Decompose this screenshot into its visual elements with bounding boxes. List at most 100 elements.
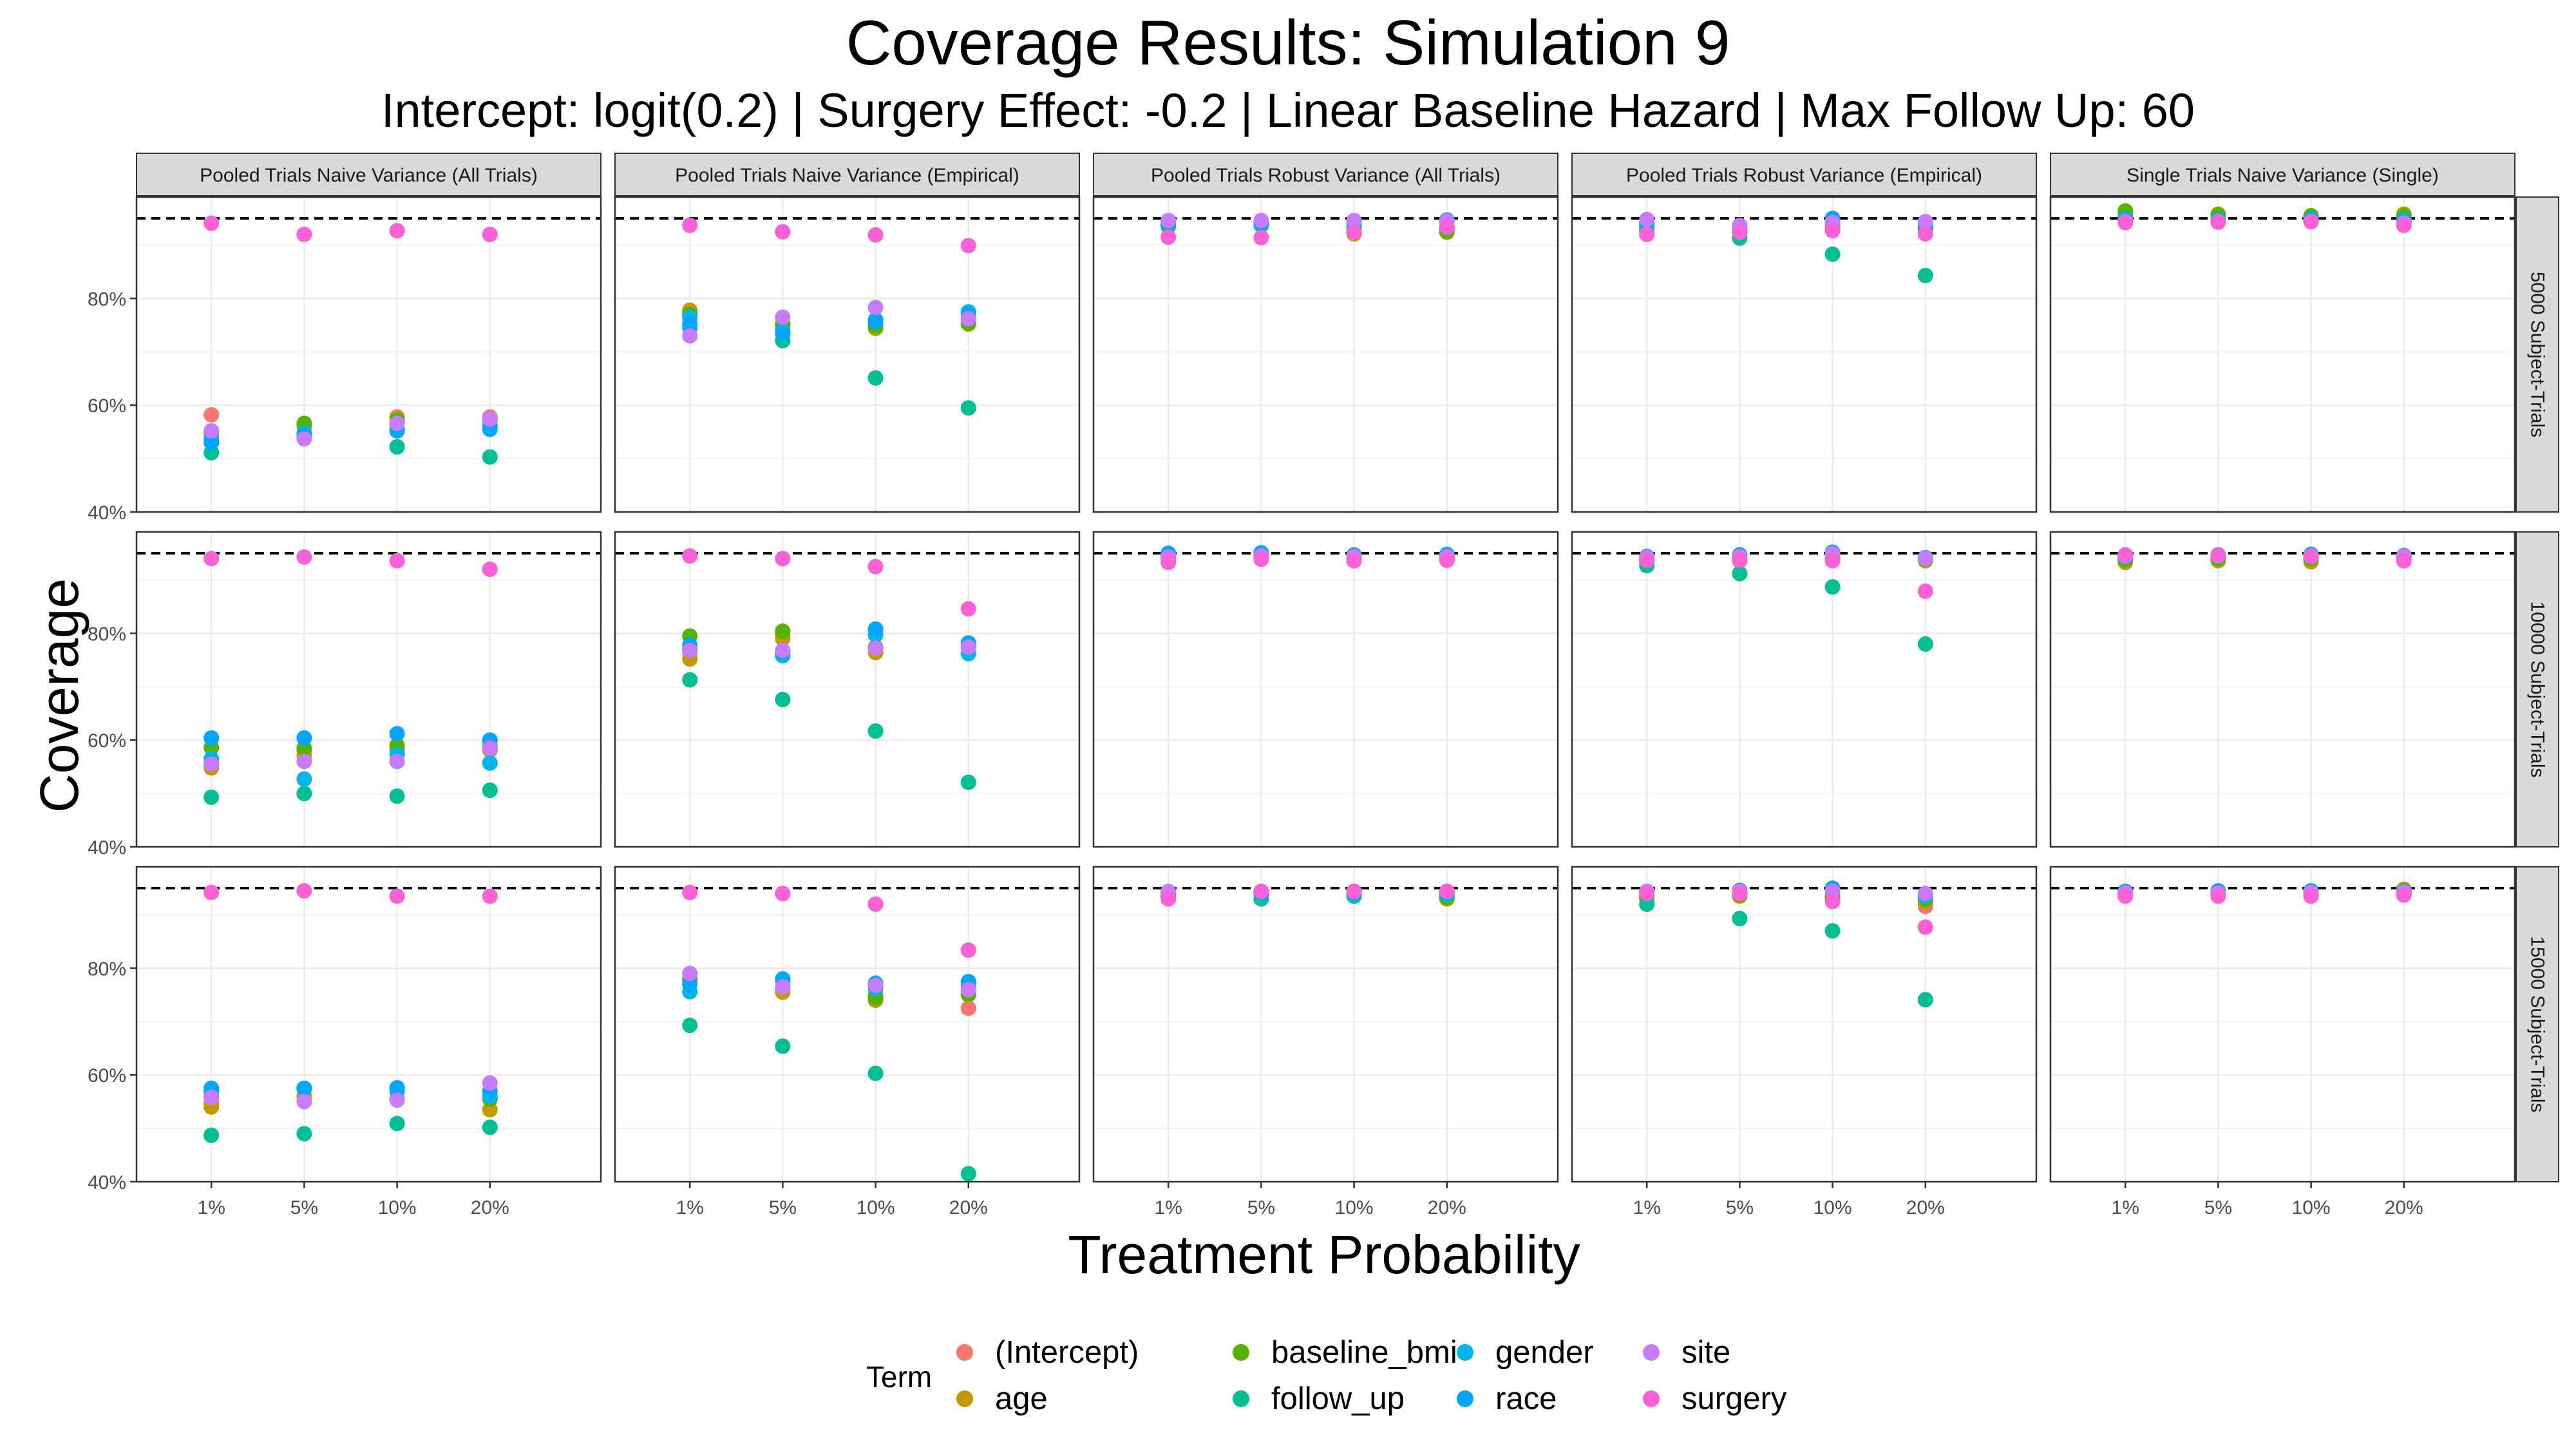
legend-item-site: site: [1643, 1330, 1730, 1375]
x-tick-label: 1%: [676, 1197, 704, 1218]
point-surgery: [1732, 886, 1748, 902]
legend-item-gender: gender: [1457, 1330, 1594, 1375]
point-follow-up: [482, 782, 498, 799]
legend-swatch: [956, 1344, 973, 1361]
strip-label: 10000 Subject-Trials: [2527, 601, 2548, 777]
point-site: [682, 965, 698, 981]
point-race: [867, 621, 884, 637]
y-tick-label: 60%: [88, 1065, 126, 1086]
strip-label: Pooled Trials Robust Variance (Empirical…: [1626, 165, 1982, 186]
panel-border: [1571, 196, 2038, 513]
point-site: [1160, 213, 1177, 229]
panel-border: [1571, 866, 2038, 1183]
strip-background: [136, 153, 601, 196]
point-surgery: [1346, 224, 1362, 240]
x-tick-label: 20%: [949, 1197, 988, 1218]
x-tick-label: 1%: [1155, 1197, 1182, 1218]
legend-label: surgery: [1681, 1381, 1787, 1416]
point-surgery: [1917, 919, 1933, 935]
panel-border: [1092, 531, 1559, 848]
facet-strip-5000-subject-trials: 5000 Subject-Trials: [2515, 196, 2559, 513]
y-tick-label: 80%: [88, 958, 126, 980]
point-surgery: [775, 223, 791, 240]
legend-swatch: [1457, 1344, 1473, 1361]
y-tick-label: 40%: [88, 1172, 126, 1193]
point-follow-up: [867, 370, 884, 386]
facet-strip-pooled-trials-naive-variance-all-trials: Pooled Trials Naive Variance (All Trials…: [136, 153, 601, 196]
point-surgery: [1439, 220, 1455, 236]
point-follow-up: [960, 1166, 976, 1182]
point-race: [204, 730, 220, 746]
facet-strip-pooled-trials-naive-variance-empirical: Pooled Trials Naive Variance (Empirical): [614, 153, 1080, 196]
point-surgery: [204, 215, 220, 231]
point-follow-up: [775, 1038, 791, 1054]
point-surgery: [1253, 551, 1269, 567]
point-follow-up: [482, 1119, 498, 1135]
y-tick-label: 60%: [88, 395, 126, 417]
x-tick-label: 5%: [1247, 1197, 1275, 1218]
strip-label: Single Trials Naive Variance (Single): [2126, 165, 2439, 186]
point-surgery: [389, 888, 405, 904]
point-site: [867, 640, 884, 656]
panel-r1-c5: [2049, 196, 2516, 513]
point-site: [775, 642, 791, 658]
legend-title: Term: [866, 1360, 933, 1394]
point-site: [482, 740, 498, 756]
panel-r1-c1: 40% 60% 80%: [88, 196, 602, 524]
panel-r3-c4: 1% 5% 10% 20%: [1571, 866, 2038, 1218]
point-surgery: [1253, 229, 1269, 245]
point-surgery: [1917, 583, 1933, 599]
legend-label: race: [1495, 1381, 1557, 1416]
point-site: [296, 431, 312, 447]
point-surgery: [1732, 224, 1748, 240]
x-tick-label: 1%: [2112, 1197, 2139, 1218]
legend-item-race: race: [1457, 1376, 1557, 1421]
point-race: [775, 326, 791, 342]
point-follow-up: [389, 439, 405, 455]
point-baseline-bmi: [775, 623, 791, 639]
facet-strip-pooled-trials-robust-variance-all-trials: Pooled Trials Robust Variance (All Trial…: [1093, 153, 1558, 196]
point-surgery: [296, 549, 312, 565]
legend-item-follow-up: follow_up: [1233, 1376, 1405, 1421]
strip-label: 5000 Subject-Trials: [2527, 272, 2548, 437]
panel-border: [2049, 531, 2516, 848]
point-site: [389, 415, 405, 431]
point-follow-up: [1824, 246, 1841, 262]
point-surgery: [482, 888, 498, 904]
panel-border: [135, 866, 602, 1183]
point-surgery: [775, 551, 791, 567]
panel-r2-c2: [614, 531, 1081, 848]
facet-strip-15000-subject-trials: 15000 Subject-Trials: [2515, 866, 2559, 1182]
point-surgery: [960, 942, 976, 958]
point-surgery: [1732, 552, 1748, 568]
point-follow-up: [204, 789, 220, 805]
point-site: [389, 1092, 405, 1108]
point-age: [482, 1102, 498, 1118]
strip-background: [2515, 531, 2559, 848]
panel-r2-c4: [1571, 531, 2038, 848]
point-site: [960, 981, 976, 998]
strip-label: Pooled Trials Naive Variance (All Trials…: [200, 165, 538, 186]
x-tick-label: 5%: [290, 1197, 318, 1218]
point-surgery: [1160, 891, 1177, 907]
point-follow-up: [960, 774, 976, 790]
point-site: [1917, 214, 1933, 230]
point-site: [204, 1090, 220, 1106]
point-follow-up: [204, 1127, 220, 1143]
panel-border: [1092, 866, 1559, 1183]
point-follow-up: [296, 1126, 312, 1142]
panel-background: [137, 197, 601, 512]
y-tick-label: 80%: [88, 289, 126, 310]
point-surgery: [2210, 214, 2226, 230]
point-surgery: [1346, 553, 1362, 569]
panel-background: [1094, 867, 1558, 1182]
point-follow-up: [389, 1115, 405, 1132]
point-intercept: [960, 1000, 976, 1016]
point-surgery: [296, 227, 312, 243]
point-surgery: [867, 558, 884, 574]
point-surgery: [296, 883, 312, 899]
panel-border: [614, 866, 1081, 1183]
point-follow-up: [389, 788, 405, 804]
point-site: [482, 1075, 498, 1091]
